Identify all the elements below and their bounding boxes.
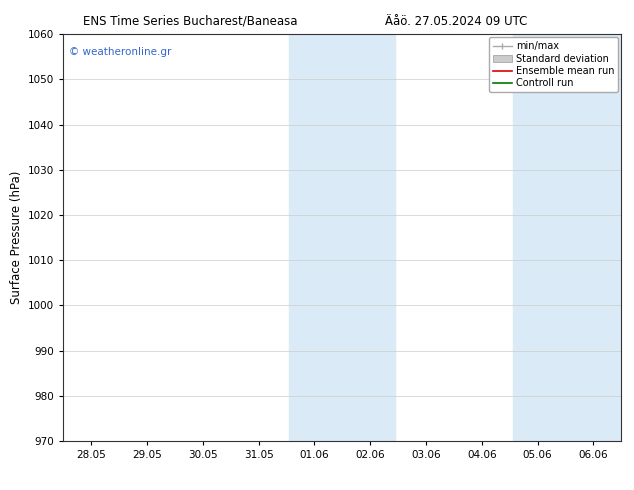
- Bar: [289, 34, 396, 441]
- Bar: [512, 34, 624, 441]
- Legend: min/max, Standard deviation, Ensemble mean run, Controll run: min/max, Standard deviation, Ensemble me…: [489, 37, 618, 92]
- Text: © weatheronline.gr: © weatheronline.gr: [69, 47, 171, 56]
- Y-axis label: Surface Pressure (hPa): Surface Pressure (hPa): [10, 171, 23, 304]
- Text: Äåö. 27.05.2024 09 UTC: Äåö. 27.05.2024 09 UTC: [385, 15, 527, 28]
- Text: ENS Time Series Bucharest/Baneasa: ENS Time Series Bucharest/Baneasa: [83, 15, 297, 28]
